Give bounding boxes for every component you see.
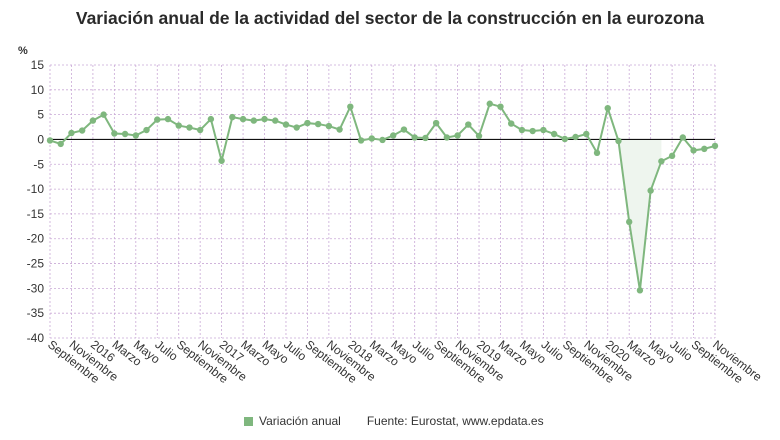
data-point [164,115,172,123]
legend-swatch [244,416,253,426]
data-point [239,115,247,123]
data-point [561,135,569,143]
data-point [497,103,504,110]
y-axis-ticks: 15 10 5 0 -5 -10 -15 -20 -25 -30 -35 -40 [27,58,45,345]
data-point [143,126,150,134]
data-point [390,132,397,139]
chart-title: Variación anual de la actividad del sect… [75,8,705,28]
data-point [443,134,451,141]
data-point [400,126,408,133]
data-point [615,137,622,145]
data-point [583,130,590,138]
data-point [78,127,86,134]
grid [49,64,716,339]
data-point [282,121,290,128]
data-points [46,100,719,294]
data-point [293,124,300,131]
y-tick-label: -15 [27,207,45,221]
y-tick-label: 5 [37,108,44,122]
data-point [454,132,461,139]
data-point [518,126,526,134]
data-point [357,137,365,144]
data-point [272,117,279,124]
data-point [422,134,429,142]
data-point [679,134,687,141]
data-point [647,187,654,194]
data-point [325,122,333,130]
y-tick-label: 10 [31,83,45,97]
data-point [636,287,644,294]
data-point [529,127,536,135]
data-point [314,120,322,128]
y-tick-label: -35 [27,306,45,320]
y-tick-label: -30 [27,281,45,295]
data-point [229,113,236,121]
data-point [625,218,633,226]
data-point [250,117,257,124]
data-point [711,142,719,150]
data-point [550,130,558,138]
y-tick-label: 15 [31,58,45,72]
data-point [132,132,140,139]
data-point [207,115,215,123]
data-point [658,158,665,165]
series-line [49,102,716,291]
y-axis-label: % [18,45,28,57]
data-point [540,126,547,134]
data-point [668,152,676,160]
legend: Variación anual Fuente: Eurostat, www.ep… [244,414,544,428]
data-point [68,129,75,137]
data-point [46,137,54,144]
data-point [368,135,375,142]
data-point [186,124,193,131]
source-note: Fuente: Eurostat, www.epdata.es [366,414,544,428]
data-point [465,121,472,128]
legend-label: Variación anual [259,414,341,428]
data-point [218,157,225,164]
data-point [304,119,311,127]
data-point [196,126,204,134]
y-tick-label: 0 [37,132,44,146]
y-tick-label: -40 [27,331,45,345]
data-point [175,122,182,129]
data-point [347,103,354,110]
data-point [336,126,343,133]
y-tick-label: -20 [27,232,45,246]
data-point [475,132,483,140]
data-point [411,134,418,141]
x-axis-ticks: SeptiembreNoviembre2016MarzoMayoJulioSep… [45,337,765,386]
data-point [261,115,268,123]
data-point [154,116,161,123]
data-point [111,130,118,137]
data-point [379,136,386,144]
data-point [604,104,611,112]
data-point [701,145,708,153]
negative-area-fill [618,139,662,291]
data-point [572,133,579,141]
data-point [121,130,129,138]
data-point [690,147,697,154]
y-tick-label: -10 [27,182,45,196]
data-point [593,149,601,157]
data-point [432,119,440,127]
data-point [89,117,97,124]
y-tick-label: -25 [27,257,45,271]
data-point [486,100,493,107]
data-point [57,140,64,148]
data-point [508,120,515,127]
y-tick-label: -5 [33,157,44,171]
data-point [100,111,107,118]
